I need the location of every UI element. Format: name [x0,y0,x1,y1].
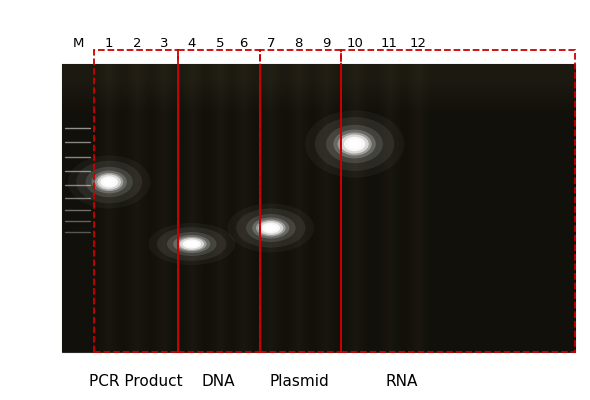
Ellipse shape [344,137,365,151]
Ellipse shape [258,221,283,235]
Ellipse shape [177,237,206,251]
Bar [178,50,260,352]
Text: M: M [73,37,84,50]
Text: PCR Product: PCR Product [89,374,182,390]
Ellipse shape [100,176,118,188]
Ellipse shape [261,223,280,233]
Text: Plasmid: Plasmid [270,374,330,390]
Ellipse shape [167,232,217,256]
Ellipse shape [173,235,210,253]
Ellipse shape [182,240,201,248]
Ellipse shape [340,134,369,154]
Text: DNA: DNA [202,374,235,390]
Bar [94,50,178,352]
Ellipse shape [333,130,376,158]
Ellipse shape [97,174,121,190]
Ellipse shape [256,220,286,236]
Ellipse shape [157,227,227,261]
Ellipse shape [246,214,296,242]
Ellipse shape [337,132,372,156]
Text: 6: 6 [239,37,247,50]
Text: RNA: RNA [385,374,417,390]
Text: 5: 5 [216,37,224,50]
Ellipse shape [236,208,306,248]
Text: 4: 4 [188,37,196,50]
Ellipse shape [348,139,362,149]
Text: 12: 12 [409,37,426,50]
Ellipse shape [86,167,133,197]
Text: 8: 8 [294,37,303,50]
Ellipse shape [253,218,289,238]
Ellipse shape [91,170,127,193]
Ellipse shape [315,117,394,171]
Text: 1: 1 [105,37,113,50]
Text: 2: 2 [133,37,141,50]
Bar [260,50,341,352]
Text: 7: 7 [267,37,275,50]
Bar [62,64,575,352]
Ellipse shape [76,161,142,203]
Text: 3: 3 [160,37,168,50]
Ellipse shape [264,224,277,232]
Text: 11: 11 [381,37,398,50]
Ellipse shape [185,241,198,247]
Ellipse shape [95,173,123,191]
Ellipse shape [103,178,115,186]
Text: 9: 9 [322,37,330,50]
Bar [341,50,575,352]
Ellipse shape [326,125,383,163]
Ellipse shape [179,238,204,250]
Text: 10: 10 [346,37,363,50]
